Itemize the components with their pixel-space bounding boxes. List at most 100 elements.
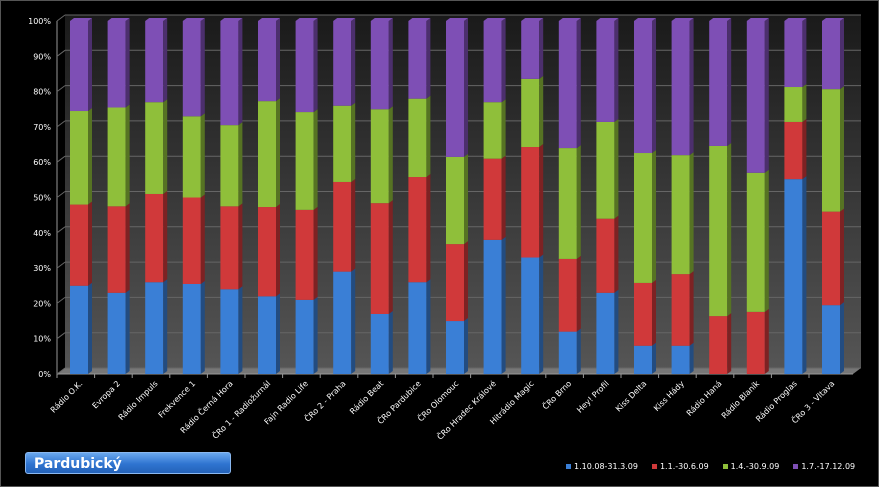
- bar-segment-top: [596, 18, 619, 21]
- y-tick-label: 20%: [33, 299, 51, 308]
- bar-segment-side: [501, 155, 506, 240]
- bar-segment-side: [652, 279, 656, 346]
- bar-segment: [596, 21, 615, 122]
- bar-segment: [333, 105, 352, 182]
- bar-segment: [70, 285, 88, 374]
- bar-segment-side: [614, 18, 619, 122]
- bar-segment-top: [333, 18, 356, 21]
- bar-segment: [822, 89, 840, 212]
- bar-segment: [709, 316, 728, 374]
- y-tick-label: 40%: [33, 229, 51, 238]
- bar-segment-side: [200, 194, 205, 284]
- y-tick-label: 80%: [33, 88, 51, 97]
- bar-segment-side: [426, 279, 431, 374]
- gridline: [56, 226, 66, 234]
- bar-segment: [784, 21, 803, 88]
- bar-segment-side: [426, 174, 431, 283]
- bar-segment: [370, 21, 389, 110]
- bar-segment: [446, 156, 464, 245]
- bar-segment-side: [200, 18, 205, 117]
- bar-segment-top: [408, 18, 431, 21]
- bar-segment: [370, 203, 389, 314]
- bar-segment-side: [88, 18, 92, 112]
- bar-segment-side: [125, 289, 130, 374]
- bar-segment-top: [784, 18, 807, 21]
- legend-swatch: [793, 464, 799, 469]
- bar-segment-side: [163, 99, 168, 194]
- bar-segment-side: [464, 318, 468, 374]
- bar-segment: [295, 299, 314, 374]
- bar-segment-side: [388, 106, 393, 204]
- bar-segment: [258, 21, 276, 102]
- bar-segment: [408, 177, 427, 283]
- bar-segment: [70, 21, 88, 112]
- gridline: [56, 85, 66, 92]
- bar-segment: [107, 206, 126, 293]
- bar-segment-side: [88, 108, 92, 205]
- bar-segment-side: [276, 18, 280, 102]
- bar-segment-side: [764, 169, 769, 312]
- bar-segment-side: [689, 152, 694, 275]
- bar-segment: [333, 271, 352, 374]
- gridline: [56, 191, 66, 198]
- bar-segment-side: [614, 215, 619, 293]
- bar-segment-side: [313, 206, 318, 300]
- gridline: [56, 332, 66, 340]
- bar-segment-top: [709, 18, 732, 21]
- legend-label: 1.7.-17.12.09: [801, 462, 856, 471]
- bar-segment-top: [145, 18, 168, 21]
- bar-segment-side: [388, 310, 393, 374]
- bar-segment-side: [652, 150, 656, 283]
- bar-segment-side: [802, 18, 807, 88]
- bar-segment-side: [576, 328, 581, 374]
- x-tick-label: ČRo Hradec Králové: [434, 378, 498, 442]
- bar-segment: [258, 296, 276, 374]
- legend-swatch: [722, 464, 728, 469]
- legend-item: 1.10.08-31.3.09: [566, 462, 638, 471]
- x-tick-label: Evropa 2: [91, 379, 122, 410]
- bar-segment: [107, 107, 126, 207]
- y-tick-label: 50%: [33, 194, 51, 203]
- x-tick-label: Rádio Haná: [685, 379, 724, 418]
- bar-segment-side: [125, 203, 130, 293]
- bar-segment: [596, 218, 615, 293]
- bar-segment-side: [501, 18, 506, 103]
- bar-segment-top: [70, 18, 92, 21]
- bar-segment-top: [446, 18, 468, 21]
- bar-segment-side: [276, 98, 280, 208]
- legend-label: 1.10.08-31.3.09: [574, 462, 638, 471]
- bar-segment-side: [576, 255, 581, 332]
- stacked-bar-chart: 0% 10% 20% 30% 40% 50% 60% 70% 80% 90% 100% Rádio O…: [28, 14, 861, 442]
- bar-segment-side: [764, 308, 769, 374]
- bar-segment: [558, 148, 577, 259]
- bar-segment-top: [746, 18, 769, 21]
- bar-segment-side: [163, 190, 168, 283]
- bar-segment: [258, 101, 276, 208]
- bar-segment-side: [802, 118, 807, 180]
- bar-segment: [70, 204, 88, 286]
- bar-segment-side: [501, 236, 506, 374]
- bar-segment: [483, 239, 502, 374]
- legend-item: 1.7.-17.12.09: [793, 462, 855, 471]
- gridline: [56, 261, 66, 269]
- bar-segment: [220, 21, 239, 126]
- x-tick-label: Kiss Hády: [652, 379, 686, 413]
- bar-segment: [258, 207, 276, 297]
- bar-segment: [671, 21, 690, 156]
- bar-segment-side: [313, 18, 318, 113]
- bar-segment-side: [539, 254, 544, 374]
- bar-segment: [295, 209, 314, 300]
- bar-segment-side: [426, 18, 431, 99]
- bar-segment-top: [220, 18, 243, 21]
- bar-segment: [295, 112, 314, 210]
- bar-segment-side: [313, 109, 318, 210]
- bar-segment: [822, 211, 840, 306]
- y-tick-label: 30%: [33, 264, 51, 273]
- bar-segment: [784, 179, 803, 374]
- x-tick-label: Rádio Blaník: [720, 379, 762, 421]
- x-tick-label: Frekvence 1: [157, 379, 198, 420]
- bar-segment: [634, 282, 652, 346]
- bar-segment-side: [539, 75, 544, 148]
- bar-segment-side: [840, 86, 844, 212]
- legend-item: 1.4.-30.9.09: [722, 462, 779, 471]
